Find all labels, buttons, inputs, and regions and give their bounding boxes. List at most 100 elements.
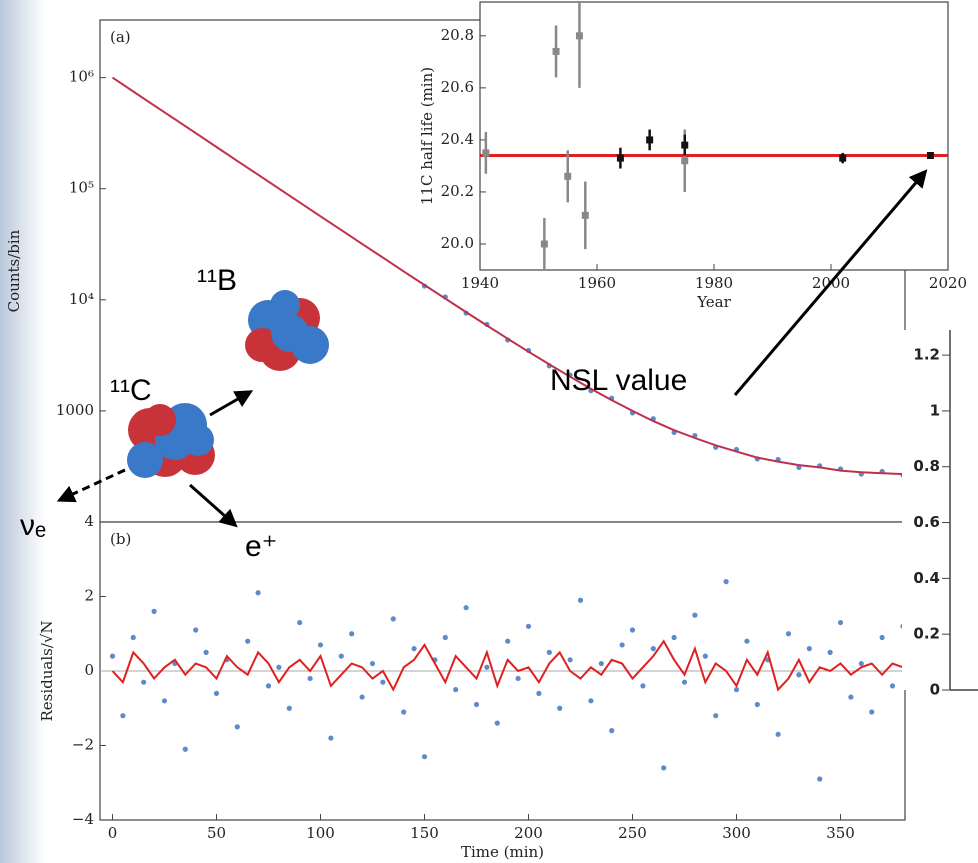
point	[575, 32, 583, 40]
y-tick-label: 10⁶	[69, 68, 94, 86]
point	[525, 623, 532, 629]
point	[328, 735, 334, 741]
point	[120, 713, 126, 719]
axis-background	[902, 330, 978, 690]
point	[702, 653, 708, 659]
point	[744, 638, 750, 644]
point	[482, 149, 490, 157]
y-tick-label: 1	[930, 401, 940, 419]
x-axis-label: Year	[696, 293, 731, 311]
point	[650, 646, 656, 652]
point	[567, 657, 573, 663]
point	[234, 724, 240, 730]
plot-area	[480, 2, 948, 270]
label-b11: ¹¹B	[197, 264, 237, 297]
label-positron: e⁺	[245, 530, 278, 563]
point	[713, 713, 719, 719]
point	[588, 698, 594, 704]
y-axis-label: Counts/bin	[5, 229, 23, 312]
point	[390, 616, 396, 622]
point	[848, 694, 854, 700]
y-tick-label: 0.8	[913, 457, 940, 475]
point	[369, 660, 376, 667]
y-tick-label: 10⁵	[69, 179, 94, 197]
y-tick-label: 1000	[56, 401, 94, 419]
point	[785, 631, 792, 637]
point	[421, 754, 428, 760]
point	[349, 631, 355, 637]
point	[536, 690, 542, 696]
point	[141, 679, 147, 685]
series-line	[111, 639, 904, 692]
point	[775, 731, 781, 737]
panel-label: (a)	[110, 28, 131, 46]
y-tick-label: 4	[84, 512, 94, 530]
point	[546, 649, 552, 655]
point	[692, 612, 698, 618]
y-tick-label: −2	[72, 736, 94, 754]
point	[213, 690, 220, 696]
y-tick-label: 20.4	[441, 130, 474, 148]
illustration: ¹¹C ¹¹B νₑ e⁺ NSL value	[20, 169, 928, 563]
chart: 20.020.220.420.620.819401960198020002020…	[418, 1, 967, 311]
charts: 10⁶ 10⁵ 10⁴ 1000 Counts/bin (a) −4 −2 0 2 4 0 50 100 1…	[5, 1, 978, 861]
point	[484, 664, 490, 670]
label-neutrino: νₑ	[20, 509, 46, 542]
chart: −4 −2 0 2 4 0 50 100 150 200 250 300 350 Time (min) Re…	[38, 512, 906, 861]
y-tick-label: 0	[84, 661, 94, 679]
chart: 0 0.2 0.4 0.6 0.8 1 1.2	[902, 330, 978, 699]
y-tick-label: 20.6	[441, 78, 474, 96]
point	[839, 154, 847, 162]
point	[681, 157, 689, 165]
arrow	[209, 390, 254, 417]
y-tick-label: 10⁴	[69, 290, 94, 308]
arrow	[733, 169, 928, 396]
point	[161, 698, 168, 704]
point	[557, 705, 563, 711]
nucleus-c11	[127, 403, 215, 478]
arrow	[189, 483, 238, 528]
point	[505, 638, 511, 644]
point	[817, 776, 823, 782]
x-tick-label: 350	[826, 824, 855, 842]
y-axis-label: 11C half life (min)	[418, 67, 436, 205]
point	[640, 683, 646, 689]
point	[681, 679, 688, 685]
point	[733, 687, 740, 693]
point	[598, 660, 604, 667]
x-tick-label: 1940	[461, 274, 499, 292]
point	[193, 627, 199, 633]
point	[359, 694, 365, 700]
point	[453, 687, 459, 693]
x-tick-label: 100	[306, 824, 335, 842]
point	[203, 649, 209, 655]
point	[540, 240, 548, 248]
x-tick-label: 150	[410, 824, 439, 842]
x-tick-label: 200	[514, 824, 543, 842]
x-axis-label: Time (min)	[461, 843, 544, 861]
point	[245, 638, 251, 644]
y-tick-label: 0.4	[913, 569, 940, 587]
point	[442, 634, 448, 641]
y-tick-label: 0	[930, 681, 940, 699]
y-tick-label: 1.2	[913, 346, 940, 364]
panel-label: (b)	[110, 530, 131, 548]
point	[317, 642, 324, 648]
point	[130, 634, 136, 641]
point	[463, 605, 469, 611]
y-tick-label: −4	[72, 810, 94, 828]
y-tick-label: 20.8	[441, 26, 474, 44]
point	[581, 211, 589, 219]
y-axis-label: Residuals/√N	[38, 620, 56, 721]
point	[806, 646, 812, 652]
point	[255, 590, 261, 596]
point	[286, 705, 292, 711]
point	[515, 675, 521, 682]
point	[577, 597, 584, 603]
point	[837, 619, 844, 626]
point	[616, 154, 624, 162]
point	[681, 141, 689, 149]
point	[879, 634, 885, 641]
x-tick-label: 2020	[929, 274, 967, 292]
